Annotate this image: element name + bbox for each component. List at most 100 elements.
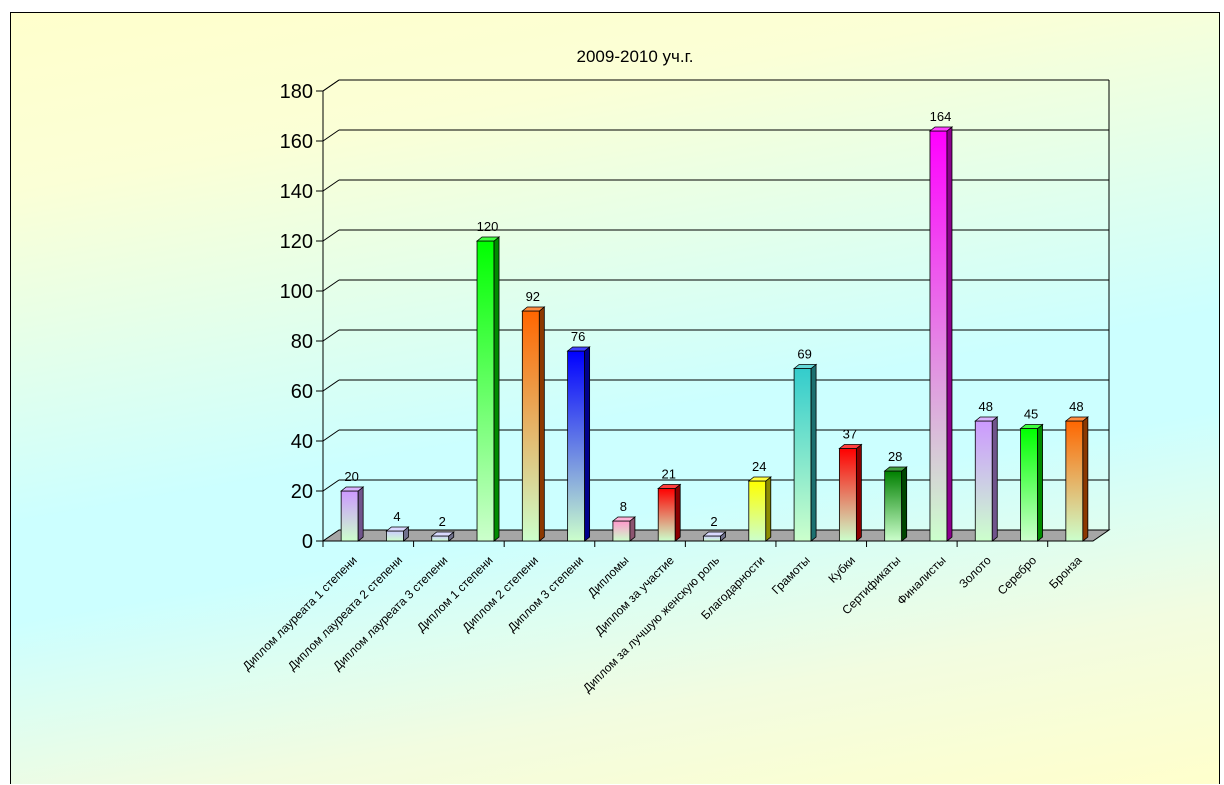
bar-side	[991, 416, 998, 542]
bar-top	[430, 531, 455, 537]
bar-side	[584, 346, 591, 542]
data-label: 8	[620, 499, 627, 514]
gridline-diagonal	[322, 179, 340, 192]
bar	[792, 363, 818, 542]
x-tick-label: Кубки	[826, 553, 858, 585]
data-label: 120	[477, 219, 499, 234]
data-label: 4	[393, 509, 400, 524]
gridline-diagonal	[322, 479, 340, 492]
gridline-diagonal	[322, 429, 340, 442]
bar-side	[674, 483, 681, 542]
side-wall	[322, 79, 340, 541]
bar-front	[431, 535, 450, 542]
y-tick-label: 60	[291, 381, 313, 403]
x-tick-label: Золото	[956, 553, 994, 591]
bar-front	[657, 488, 676, 542]
bar-side	[538, 306, 545, 542]
x-tick-label: Диплом 1 степени	[414, 553, 496, 635]
data-label: 48	[1069, 399, 1083, 414]
x-tick-label: Дипломы	[585, 553, 632, 600]
data-label: 69	[797, 347, 811, 362]
bar-front	[793, 368, 812, 542]
y-tick-label: 0	[302, 531, 313, 553]
data-label: 45	[1024, 407, 1038, 422]
bar-top	[340, 486, 365, 492]
bar-top	[928, 126, 954, 132]
bar-top	[385, 526, 410, 532]
bar-side	[946, 126, 953, 542]
bar-top	[611, 516, 637, 522]
bar-front	[838, 448, 857, 542]
gridline-diagonal	[322, 79, 340, 92]
x-axis	[322, 540, 1093, 547]
y-tick-label: 180	[280, 81, 313, 103]
bar	[385, 526, 410, 542]
gridlines	[322, 79, 1109, 492]
data-labels: 20 4 2 120 92 76 8 21 2 24 69 37 28 164 48 45 48	[344, 109, 1083, 529]
bar	[974, 416, 999, 542]
bar	[883, 466, 908, 542]
x-tick-label: Бронза	[1046, 553, 1084, 591]
bar-front	[521, 310, 540, 542]
bar-side	[1082, 416, 1089, 542]
bar	[566, 346, 591, 542]
y-tick-label: 20	[291, 481, 313, 503]
bar-front	[1065, 420, 1084, 542]
bar	[838, 443, 863, 542]
gridline-diagonal	[322, 329, 340, 342]
bar-top	[883, 466, 908, 472]
bar-top	[1064, 416, 1089, 422]
bar-front	[974, 420, 993, 542]
bar-top	[974, 416, 999, 422]
bar-top	[747, 476, 772, 482]
bar-front	[476, 240, 495, 542]
data-label: 2	[710, 514, 717, 529]
data-label: 20	[344, 469, 358, 484]
x-tick-label: Грамоты	[769, 553, 813, 597]
bar	[657, 483, 682, 542]
gridline-diagonal	[322, 229, 340, 242]
bar-top	[521, 306, 546, 312]
bar-chart: 2009-2010 уч.г. 0 20 40 60 80 100 120 140 160 180…	[240, 47, 1111, 695]
gridline-diagonal	[322, 379, 340, 392]
gridline-diagonal	[322, 279, 340, 292]
y-tick-label: 140	[280, 181, 313, 203]
bar-top	[566, 346, 591, 352]
bar-front	[340, 490, 359, 542]
bar-front	[929, 130, 948, 542]
y-tick-label: 120	[280, 231, 313, 253]
bar-top	[792, 364, 818, 369]
bar-side	[1037, 423, 1043, 542]
x-tick-label: Диплом за участие	[592, 553, 677, 638]
bar-top	[657, 484, 682, 489]
data-label: 37	[843, 427, 857, 442]
bar	[747, 476, 772, 542]
gridline-diagonal	[322, 129, 340, 142]
bar-top	[475, 236, 501, 242]
bar-top	[1019, 424, 1044, 429]
data-label: 164	[930, 109, 952, 124]
data-label: 76	[571, 329, 585, 344]
bar	[1064, 416, 1089, 542]
bar-front	[703, 535, 721, 542]
y-tick-label: 100	[280, 281, 313, 303]
bar	[1019, 423, 1044, 542]
data-label: 48	[979, 399, 993, 414]
y-axis: 0 20 40 60 80 100 120 140 160 180	[280, 81, 323, 553]
bar-side	[901, 466, 908, 542]
bar-front	[748, 480, 767, 542]
y-tick-label: 40	[291, 431, 313, 453]
data-label: 2	[439, 514, 446, 529]
bar-front	[567, 350, 586, 542]
chart-title: 2009-2010 уч.г.	[577, 47, 694, 66]
bar-side	[855, 443, 862, 542]
data-label: 24	[752, 459, 766, 474]
bar	[475, 236, 501, 542]
data-label: 28	[888, 449, 902, 464]
bar	[928, 126, 954, 542]
data-label: 21	[661, 467, 675, 482]
bar-front	[386, 530, 404, 542]
chart-area: 2009-2010 уч.г. 0 20 40 60 80 100 120 140 160 180…	[10, 12, 1220, 784]
bar-side	[493, 236, 500, 542]
x-tick-label: Диплом 3 степени	[505, 553, 587, 635]
